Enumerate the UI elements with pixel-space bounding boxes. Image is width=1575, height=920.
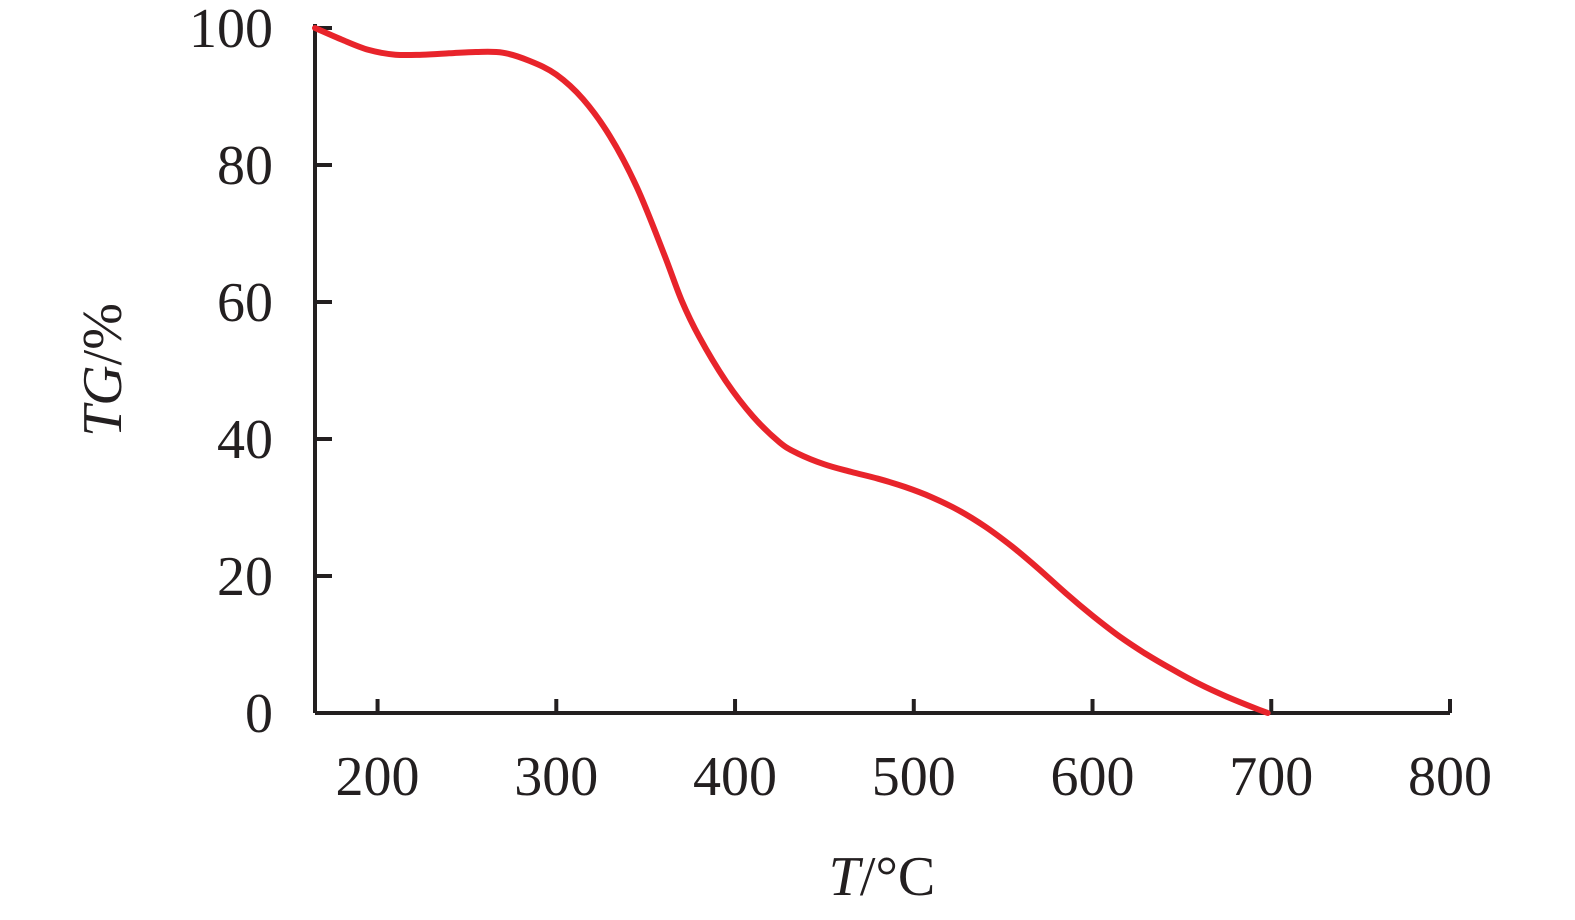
x-ticks: 200 300 400 500 600 700 800: [336, 699, 1492, 808]
x-axis-title-var: T: [829, 846, 864, 908]
x-tick-label: 400: [693, 746, 777, 808]
y-ticks: 0 20 40 60 80 100: [189, 0, 332, 745]
x-tick-label: 500: [872, 746, 956, 808]
y-tick-label: 0: [245, 683, 273, 745]
series-layer: [312, 25, 1271, 716]
tg-curve: [312, 25, 1271, 716]
x-tick-label: 200: [336, 746, 420, 808]
x-axis-title: T/°C: [829, 846, 935, 908]
y-tick-label: 60: [217, 272, 273, 334]
x-tick-label: 800: [1408, 746, 1492, 808]
y-tick-label: 20: [217, 546, 273, 608]
y-axis-title: TG/%: [72, 303, 134, 437]
y-axis-title-var: TG: [72, 365, 134, 437]
y-tick-label: 40: [217, 409, 273, 471]
y-tick-label: 80: [217, 135, 273, 197]
y-axis-title-unit: /%: [72, 303, 134, 365]
y-tick-label: 100: [189, 0, 273, 60]
x-tick-label: 300: [514, 746, 598, 808]
axes: [313, 24, 1450, 715]
x-tick-label: 700: [1229, 746, 1313, 808]
x-axis-title-unit: /°C: [860, 846, 935, 908]
x-tick-label: 600: [1051, 746, 1135, 808]
